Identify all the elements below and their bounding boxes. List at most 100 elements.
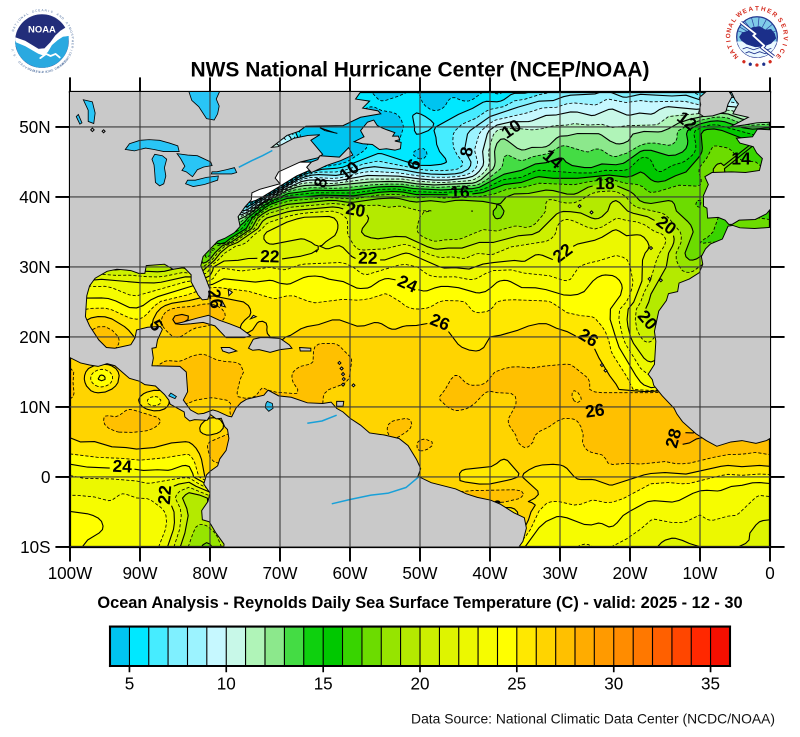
svg-text:20: 20 [411,674,430,693]
svg-text:M: M [58,63,63,68]
svg-text:A: A [727,21,735,28]
svg-text:O: O [725,33,732,38]
svg-text:E: E [19,62,23,66]
svg-text:30N: 30N [19,258,50,277]
svg-text:E: E [741,8,748,16]
svg-text:10: 10 [217,674,236,693]
svg-text:Data Source: National Climatic: Data Source: National Climatic Data Cent… [411,711,775,727]
svg-text:22: 22 [154,485,175,506]
svg-text:0: 0 [765,564,775,583]
svg-text:S: S [12,53,16,57]
svg-text:D: D [17,59,22,64]
svg-text:A: A [23,65,28,70]
svg-text:A: A [12,25,17,29]
svg-text:N: N [29,67,33,72]
svg-text:NOAA: NOAA [28,25,56,36]
svg-text:C: C [68,51,73,55]
svg-text:90W: 90W [122,564,158,583]
svg-text:26: 26 [584,399,606,422]
svg-text:T: T [726,43,734,49]
svg-text:R: R [70,46,75,50]
svg-text:C: C [35,8,39,12]
svg-text:R: R [64,58,69,63]
svg-text:N: N [38,70,41,74]
svg-text:T: T [755,5,759,12]
svg-text:40N: 40N [19,188,50,207]
svg-text:L: L [26,12,30,16]
svg-text:T: T [48,69,51,73]
svg-text:T: T [41,70,43,74]
svg-text:W: W [735,10,745,20]
svg-text:20W: 20W [612,564,648,583]
svg-text:0: 0 [41,468,50,487]
svg-text:E: E [62,60,66,64]
svg-text:C: C [777,47,786,55]
svg-text:24: 24 [112,456,132,477]
svg-text:P: P [71,36,75,38]
svg-text:H: H [71,40,75,42]
svg-text:26: 26 [204,288,227,311]
svg-text:S: S [776,17,784,25]
svg-text:50W: 50W [402,564,438,583]
svg-text:20N: 20N [19,328,50,347]
svg-text:O: O [31,68,35,73]
svg-text:I: I [69,49,73,51]
svg-text:P: P [22,64,26,68]
svg-text:NWS National Hurricane Center: NWS National Hurricane Center (NCEP/NOAA… [190,58,649,81]
svg-text:22: 22 [260,246,280,267]
svg-text:D: D [61,16,66,21]
svg-text:E: E [67,53,71,57]
svg-text:E: E [779,23,787,30]
svg-text:C: C [50,10,54,15]
svg-text:E: E [71,43,75,45]
svg-text:A: A [65,21,70,26]
svg-text:30: 30 [604,674,623,693]
svg-text:I: I [48,9,50,13]
svg-text:A: A [728,47,737,55]
svg-text:N: N [726,27,734,34]
svg-text:R: R [781,29,789,35]
svg-text:R: R [26,66,30,71]
svg-text:V: V [781,36,788,41]
svg-text:T: T [66,24,70,28]
svg-text:M: M [60,62,65,67]
svg-text:Ocean Analysis - Reynolds Dail: Ocean Analysis - Reynolds Daily Sea Surf… [97,594,742,612]
svg-text:A: A [41,70,44,74]
svg-text:I: I [725,40,732,43]
svg-text:20: 20 [344,198,367,221]
svg-text:S: S [51,68,54,72]
svg-text:H: H [760,6,766,14]
svg-text:50N: 50N [19,118,50,137]
svg-text:I: I [36,69,38,73]
svg-text:T: T [38,70,40,74]
svg-text:O: O [46,69,50,73]
svg-text:10S: 10S [20,538,50,557]
svg-text:8: 8 [456,145,477,158]
svg-text:M: M [32,68,36,73]
svg-text:I: I [780,43,787,47]
svg-text:5: 5 [125,674,135,693]
svg-text:30W: 30W [542,564,578,583]
svg-text:O: O [56,65,61,70]
svg-text:22: 22 [358,248,378,268]
svg-text:I: I [16,21,20,24]
svg-text:N: N [44,8,47,12]
svg-text:10N: 10N [19,398,50,417]
svg-text:T: T [29,68,32,72]
svg-text:35: 35 [701,674,720,693]
svg-text:M: M [60,61,65,66]
svg-text:25: 25 [507,674,526,693]
svg-text:14: 14 [731,148,751,168]
svg-text:60W: 60W [332,564,368,583]
svg-text:10W: 10W [682,564,718,583]
svg-text:O: O [69,30,74,34]
svg-text:.: . [11,51,15,53]
svg-text:N: N [20,15,24,19]
svg-text:E: E [35,69,38,73]
svg-text:A: A [23,13,28,18]
svg-text:C: C [53,66,57,71]
svg-text:C: C [65,56,70,61]
svg-text:16: 16 [450,182,470,202]
svg-text:F: F [49,69,52,73]
svg-text:N: N [58,14,62,19]
